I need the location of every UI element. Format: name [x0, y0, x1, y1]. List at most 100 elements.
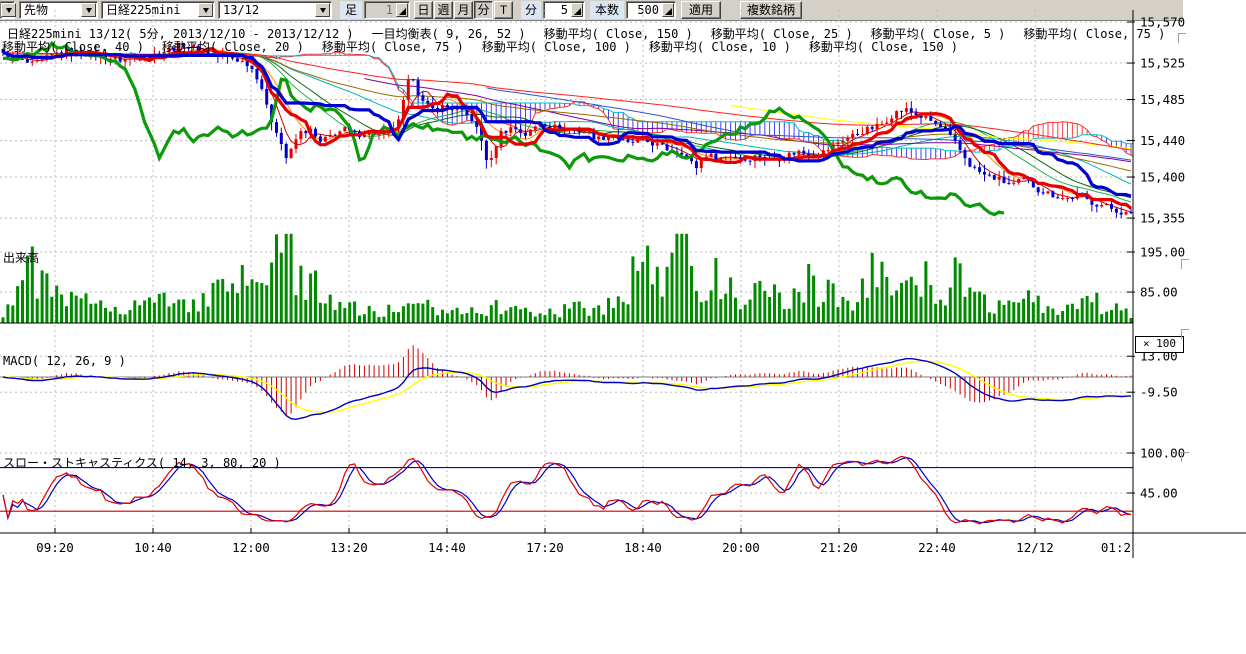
pane-resize-grip[interactable] — [1181, 452, 1189, 462]
period-monthly-button[interactable]: 月 — [454, 1, 473, 19]
volume-bar — [753, 283, 757, 323]
candle-body — [416, 80, 420, 96]
legend-item: 移動平均( Close, 150 ) — [543, 27, 693, 41]
candle-body — [196, 45, 200, 53]
pane-resize-grip[interactable] — [1181, 259, 1189, 269]
value-axis-label: 15,570 — [1140, 15, 1185, 30]
volume-bar — [289, 233, 293, 323]
volume-bar — [69, 291, 73, 323]
candle-body — [235, 58, 239, 62]
volume-bar — [1, 317, 5, 323]
period-daily-button[interactable]: 日 — [414, 1, 433, 19]
volume-bar — [729, 277, 733, 323]
candle-body — [524, 132, 527, 136]
candle-body — [626, 139, 630, 142]
volume-bar — [807, 264, 811, 323]
candle-body — [870, 126, 874, 129]
legend-item: 移動平均( Close, 100 ) — [481, 40, 631, 54]
volume-bar — [1036, 295, 1040, 323]
candle-body — [890, 118, 894, 123]
volume-bar — [470, 307, 474, 323]
volume-bar — [455, 307, 459, 323]
pane-resize-grip[interactable] — [1181, 329, 1189, 339]
volume-bar — [35, 298, 39, 323]
time-axis-label: 10:40 — [134, 540, 172, 555]
candle-body — [743, 159, 747, 161]
candle-body — [133, 58, 137, 60]
value-axis-label: 15,355 — [1140, 211, 1185, 226]
spinner-button[interactable] — [662, 3, 674, 17]
combo-dropdown-button[interactable] — [198, 3, 213, 17]
candle-body — [528, 129, 532, 136]
volume-bar — [890, 295, 894, 323]
candle-body — [802, 150, 806, 154]
candle-body — [987, 174, 991, 176]
volume-bar — [909, 276, 913, 323]
legend-item: 移動平均( Close, 75 ) — [1023, 27, 1166, 41]
symbol-combo[interactable]: 日経225mini — [101, 1, 215, 19]
combo-dropdown-button[interactable] — [315, 3, 330, 17]
volume-bar — [431, 307, 435, 323]
candle-body — [1075, 193, 1079, 199]
minute-value: 5 — [560, 3, 568, 17]
volume-bar — [1070, 303, 1074, 323]
spinner-triangle-icon — [665, 8, 672, 15]
combo-dropdown-button[interactable] — [1, 3, 16, 17]
candle-body — [426, 100, 430, 104]
grid — [0, 10, 1134, 533]
spinner-button[interactable] — [571, 3, 583, 17]
volume-bar — [104, 307, 107, 323]
apply-button[interactable]: 適用 — [681, 1, 721, 19]
hidden-combo-partial[interactable] — [0, 1, 16, 19]
volume-bar — [538, 313, 542, 323]
minute-spinner[interactable]: 5 — [543, 1, 585, 19]
volume-bar — [294, 295, 298, 323]
candle-body — [694, 161, 698, 168]
volume-bar — [275, 234, 278, 323]
volume-bar — [377, 317, 381, 323]
stochastics-pane-title: スロー・ストキャスティクス( 14, 3, 80, 20 ) — [3, 456, 281, 470]
volume-bar — [768, 297, 772, 323]
volume-bar — [401, 306, 405, 323]
volume-bar — [338, 301, 342, 323]
candle-body — [172, 48, 176, 51]
market-type-combo[interactable]: 先物 — [19, 1, 98, 19]
chevron-down-icon — [85, 7, 92, 13]
bar-count-spinner[interactable]: 500 — [626, 1, 676, 19]
volume-bar — [1046, 306, 1050, 323]
candle-body — [441, 105, 444, 111]
multi-symbol-button[interactable]: 複数銘柄 — [740, 1, 802, 19]
volume-bar — [1041, 312, 1045, 323]
pane-resize-grip[interactable] — [1178, 33, 1186, 43]
volume-bar — [25, 255, 29, 323]
period-minute-button[interactable]: 分 — [474, 1, 493, 19]
volume-bar — [406, 303, 410, 323]
spinner-button — [396, 3, 408, 17]
price-chart-canvas[interactable]: 15,570 15,525 15,485 15,440 15,400 15,355 195.… — [0, 0, 1246, 634]
candle-body — [865, 126, 869, 135]
candle-body — [1031, 179, 1035, 188]
volume-bar — [143, 300, 147, 323]
volume-bar — [411, 303, 415, 323]
period-weekly-button[interactable]: 週 — [434, 1, 453, 19]
candle-body — [50, 54, 54, 56]
volume-bar — [1080, 298, 1084, 323]
volume-bar — [987, 312, 991, 323]
combo-dropdown-button[interactable] — [81, 3, 96, 17]
period-tick-button[interactable]: T — [494, 1, 513, 19]
candle-body — [841, 140, 845, 143]
value-axis-label: 85.00 — [1140, 285, 1178, 300]
volume-bar — [279, 252, 283, 323]
bar-count-label: 本数 — [590, 1, 624, 19]
volume-bar — [21, 280, 24, 323]
candle-body — [343, 127, 347, 132]
volume-bar — [621, 301, 625, 323]
volume-bar — [1027, 290, 1030, 323]
candle-body — [255, 69, 259, 80]
contract-month-combo[interactable]: 13/12 — [218, 1, 332, 19]
volume-bar — [948, 287, 952, 323]
volume-bar — [851, 310, 855, 323]
candle-body — [245, 60, 249, 67]
candle-body — [304, 131, 308, 134]
volume-bar — [221, 279, 225, 323]
